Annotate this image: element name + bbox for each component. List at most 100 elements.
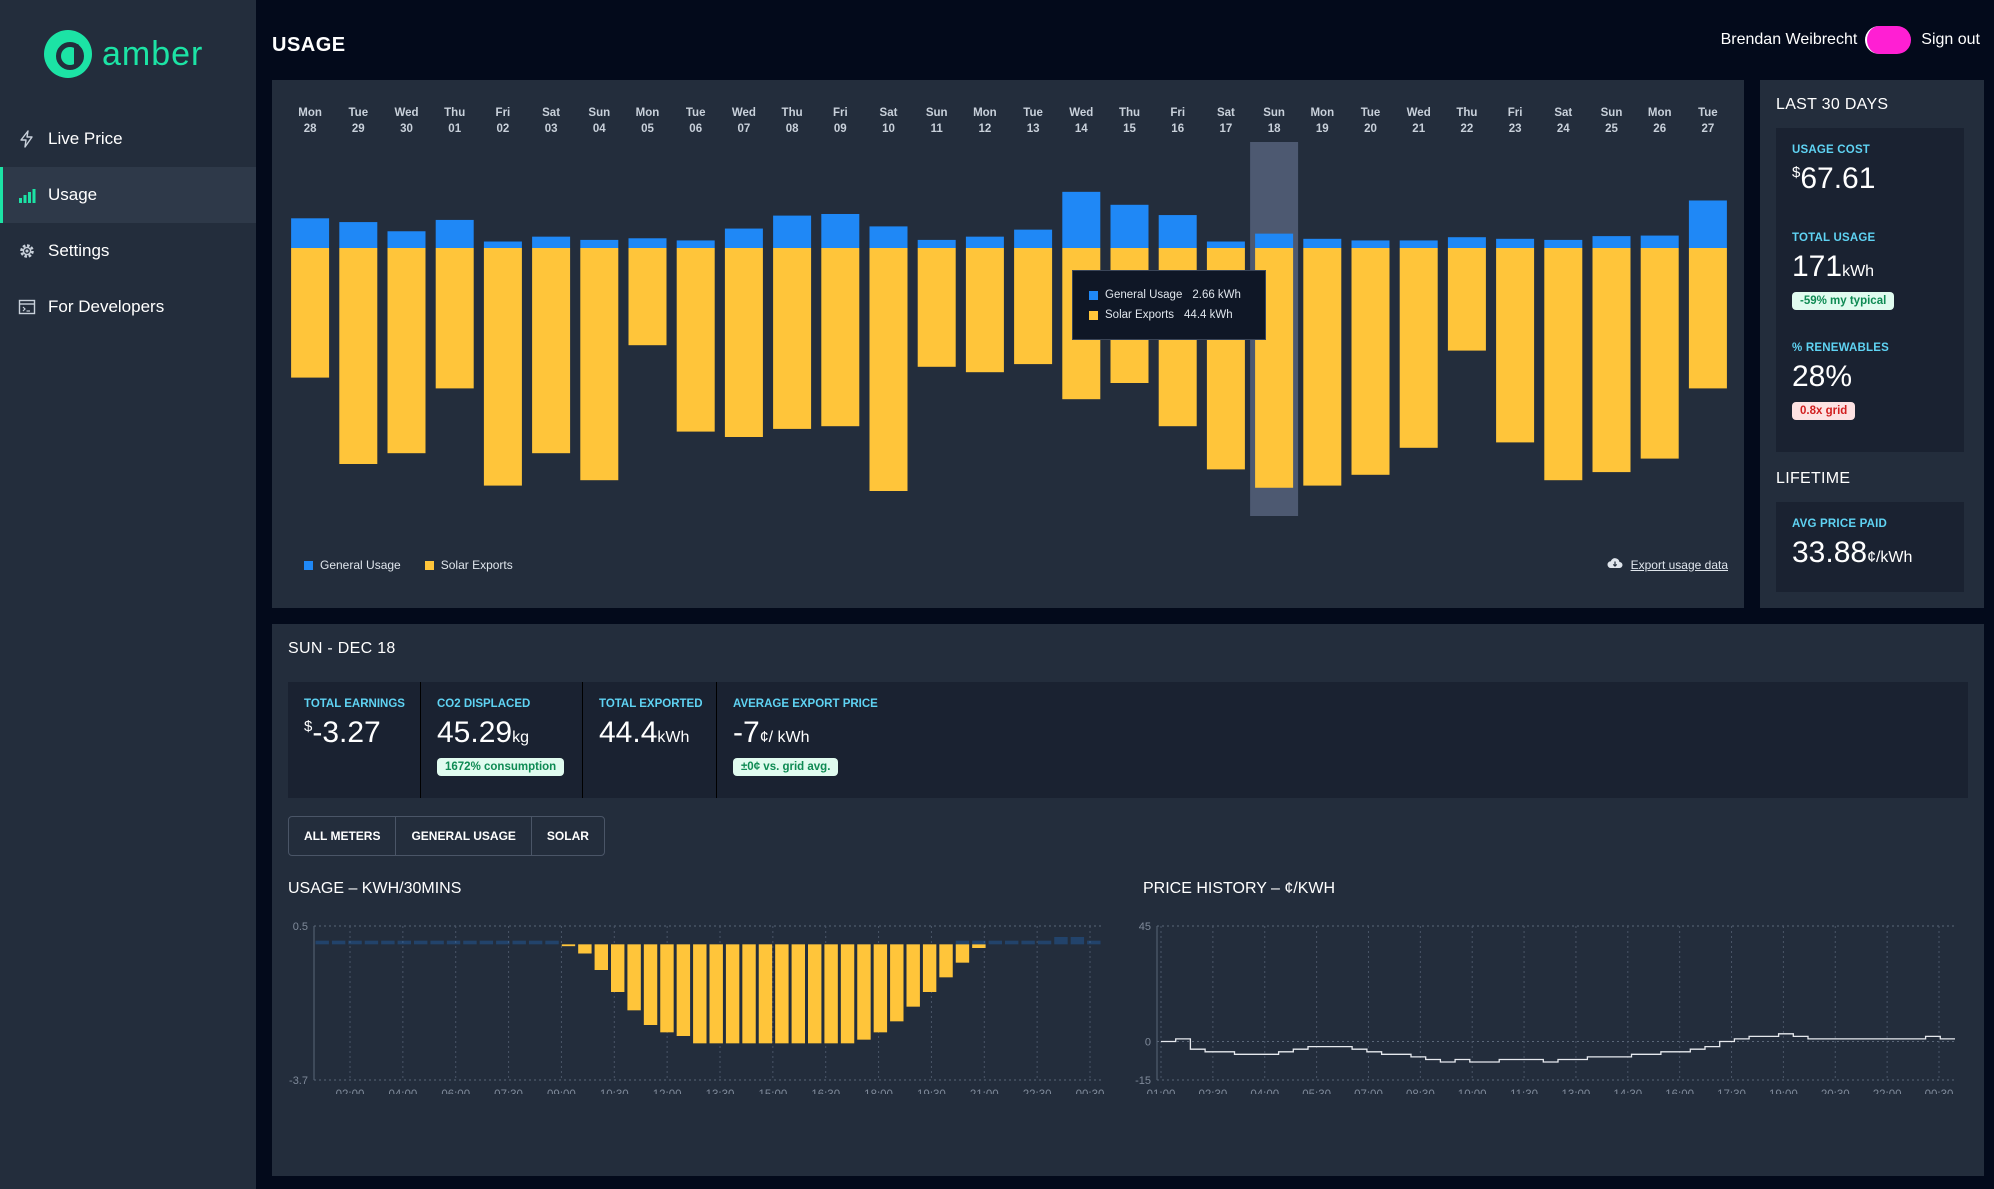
solar-export-bar <box>890 944 904 1022</box>
bar-chart-icon <box>18 186 36 204</box>
x-tick-weekday: Fri <box>833 107 848 119</box>
general-usage-bar <box>1447 237 1486 248</box>
daily-usage-chart[interactable]: Mon 28 Tue 29 Wed 30 Thu 01 Fri 02 Sat 03 Sun 04 Mon 05… <box>272 80 1744 550</box>
lightning-icon <box>18 130 36 148</box>
sidebar-item-live-price[interactable]: Live Price <box>0 111 256 167</box>
renewables-label: % RENEWABLES <box>1792 342 1889 354</box>
usage-interval-chart-title: USAGE – KWH/30MINS <box>288 880 462 897</box>
solar-export-bar <box>709 944 723 1044</box>
general-usage-bar <box>1037 940 1052 945</box>
solar-export-bar <box>1303 248 1342 486</box>
y-tick-label: -3.7 <box>289 1075 308 1087</box>
x-tick-weekday: Sun <box>1263 107 1285 119</box>
x-tick-weekday: Wed <box>1069 107 1093 119</box>
sidebar-item-for-developers[interactable]: For Developers <box>0 279 256 335</box>
total-exported-stat: TOTAL EXPORTED 44.4kWh <box>599 698 703 750</box>
x-tick-weekday: Sat <box>1554 107 1572 119</box>
y-tick-label: -15 <box>1135 1075 1151 1087</box>
amber-logo[interactable]: amber <box>44 30 203 78</box>
y-tick-label: 0.5 <box>293 921 308 933</box>
x-tick-weekday: Sun <box>926 107 948 119</box>
y-tick-label: 45 <box>1139 921 1151 933</box>
logo-text: amber <box>102 34 204 73</box>
x-tick-label: 08:30 <box>1406 1089 1435 1094</box>
solar-export-bar <box>1399 248 1438 448</box>
tab-all-meters[interactable]: ALL METERS <box>289 817 397 855</box>
sidebar-item-settings[interactable]: Settings <box>0 223 256 279</box>
solar-export-bar <box>693 944 707 1044</box>
general-usage-bar <box>1399 240 1438 248</box>
solar-export-bar <box>676 944 691 1036</box>
x-tick-label: 20:30 <box>1821 1089 1850 1094</box>
day-stats-card: TOTAL EARNINGS $-3.27 CO2 DISPLACED 45.2… <box>288 682 1968 798</box>
x-tick-label: 10:30 <box>600 1089 629 1094</box>
x-tick-date: 15 <box>1123 123 1136 135</box>
general-usage-bar <box>1014 229 1053 248</box>
x-tick-label: 06:00 <box>441 1089 470 1094</box>
x-tick-weekday: Mon <box>1310 107 1334 119</box>
solar-export-bar <box>840 944 855 1044</box>
legend-general-label: General Usage <box>320 558 401 572</box>
x-tick-date: 08 <box>786 123 799 135</box>
usage-cost-label: USAGE COST <box>1792 144 1871 156</box>
chart-tooltip: General Usage 2.66 kWh Solar Exports 44.4 … <box>1072 270 1266 340</box>
general-usage-bar <box>348 940 362 945</box>
sidebar-item-label: Settings <box>48 241 110 260</box>
export-usage-data-link[interactable]: Export usage data <box>1607 557 1728 572</box>
solar-export-bar <box>965 248 1004 373</box>
co2-displaced-value: 45.29kg <box>437 716 529 749</box>
general-usage-bar <box>479 940 494 945</box>
general-usage-bar <box>1005 940 1019 945</box>
lifetime-heading: LIFETIME <box>1776 470 1851 487</box>
solar-export-bar <box>1014 248 1053 365</box>
general-usage-bar <box>528 940 543 945</box>
tab-general-usage[interactable]: GENERAL USAGE <box>396 817 532 855</box>
co2-badge: 1672% consumption <box>437 758 565 776</box>
code-window-icon <box>18 298 36 316</box>
usage-cost-stat: USAGE COST $67.61 <box>1792 144 1948 196</box>
x-tick-weekday: Thu <box>782 107 803 119</box>
x-tick-weekday: Mon <box>636 107 660 119</box>
solar-swatch <box>424 560 434 570</box>
total-usage-stat: TOTAL USAGE 171kWh -59% my typical <box>1792 232 1948 310</box>
general-usage-bar <box>628 238 667 248</box>
solar-export-bar <box>1351 248 1390 475</box>
x-tick-date: 27 <box>1702 123 1715 135</box>
avg-price-label: AVG PRICE PAID <box>1792 518 1888 530</box>
x-tick-label: 14:30 <box>1613 1089 1642 1094</box>
avg-price-value: 33.88¢/kWh <box>1792 536 1913 569</box>
general-usage-bar <box>1544 239 1583 248</box>
general-usage-bar <box>1054 937 1068 945</box>
renewables-stat: % RENEWABLES 28% 0.8x grid <box>1792 342 1948 420</box>
x-tick-weekday: Sun <box>588 107 610 119</box>
tab-solar[interactable]: SOLAR <box>546 829 589 843</box>
solar-export-bar <box>628 248 667 346</box>
user-toggle[interactable] <box>1865 26 1912 54</box>
solar-export-bar <box>627 944 641 1011</box>
sign-out-link[interactable]: Sign out <box>1921 31 1980 48</box>
x-tick-date: 29 <box>352 123 365 135</box>
legend-general[interactable]: General Usage <box>304 558 401 572</box>
sidebar-item-usage[interactable]: Usage <box>0 167 256 223</box>
price-history-chart[interactable]: 45 0 -15 01:00 02:30 04:00 05:30 07:00 08:30 10:0… <box>1127 914 1967 1094</box>
general-usage-bar <box>1255 233 1294 248</box>
solar-export-bar <box>387 248 426 454</box>
total-usage-value: 171kWh <box>1792 250 1875 283</box>
solar-export-bar <box>972 944 986 948</box>
usage-cost-value: $67.61 <box>1792 162 1876 195</box>
legend-solar[interactable]: Solar Exports <box>424 558 513 572</box>
x-tick-date: 21 <box>1412 123 1425 135</box>
x-tick-weekday: Wed <box>732 107 756 119</box>
x-tick-label: 04:00 <box>1250 1089 1279 1094</box>
divider <box>420 682 421 798</box>
solar-export-bar <box>1496 248 1535 443</box>
export-link-label: Export usage data <box>1630 557 1728 572</box>
x-tick-weekday: Mon <box>298 107 322 119</box>
general-usage-bar <box>1062 191 1101 248</box>
usage-interval-chart[interactable]: 0.5 -3.7 02:00 04:00 06:00 07:30 09:00 10:30 12:… <box>272 914 1112 1094</box>
solar-export-bar <box>758 944 773 1044</box>
solar-export-bar <box>906 944 920 1007</box>
x-tick-weekday: Tue <box>349 107 369 119</box>
x-tick-label: 00:30 <box>1925 1089 1954 1094</box>
general-usage-bar <box>331 940 346 945</box>
